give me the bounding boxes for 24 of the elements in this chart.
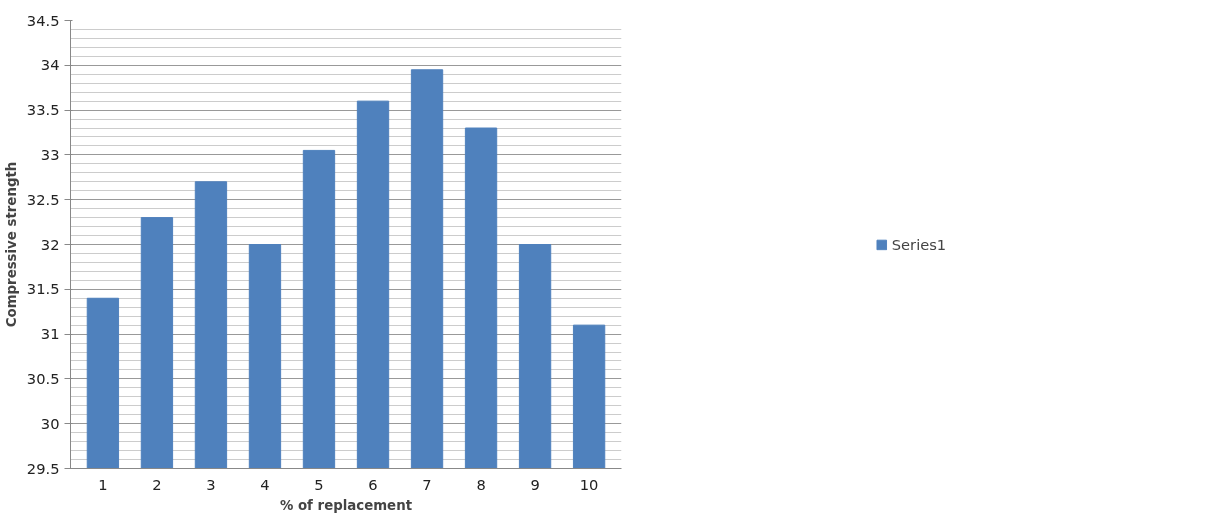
x-tick-label: 1 bbox=[98, 475, 108, 493]
x-tick-label: 4 bbox=[260, 475, 270, 493]
y-tick-label: 34.5 bbox=[26, 11, 60, 29]
x-axis-title: % of replacement bbox=[279, 497, 413, 513]
x-tick-label: 3 bbox=[206, 475, 216, 493]
y-tick-label: 30.5 bbox=[26, 369, 60, 387]
legend-label: Series1 bbox=[891, 235, 947, 253]
y-tick-label: 33.5 bbox=[26, 101, 60, 119]
x-tick-label: 5 bbox=[314, 475, 324, 493]
x-tick-label: 6 bbox=[368, 475, 378, 493]
y-tick-label: 31.5 bbox=[26, 280, 60, 298]
y-tick-label: 32.5 bbox=[26, 190, 60, 208]
x-tick-label: 2 bbox=[152, 475, 162, 493]
x-tick-label: 10 bbox=[579, 475, 599, 493]
y-tick-label: 33 bbox=[40, 145, 60, 163]
y-axis-title: Compressive strength bbox=[3, 161, 19, 328]
y-tick-label: 31 bbox=[40, 325, 60, 343]
x-tick-label: 9 bbox=[530, 475, 540, 493]
y-tick-label: 29.5 bbox=[26, 459, 60, 477]
x-tick-label: 8 bbox=[476, 475, 486, 493]
y-tick-label: 30 bbox=[40, 414, 60, 432]
y-tick-label: 32 bbox=[40, 235, 60, 253]
y-tick-label: 34 bbox=[40, 56, 60, 74]
x-tick-label: 7 bbox=[422, 475, 432, 493]
